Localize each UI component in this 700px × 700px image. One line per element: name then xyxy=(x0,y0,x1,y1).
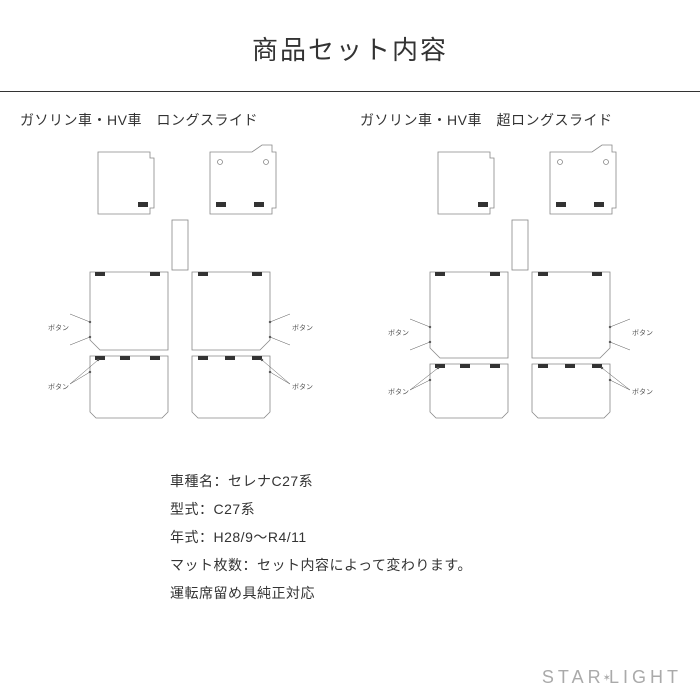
annotation-labels: ボタン ボタン ボタン ボタン xyxy=(48,323,313,391)
variant-label: ガソリン車・HV車 超ロングスライド xyxy=(360,110,680,130)
svg-text:ボタン: ボタン xyxy=(48,382,69,391)
svg-text:ボタン: ボタン xyxy=(292,323,313,332)
spec-row: 年式：H28/9～R4/11 xyxy=(170,523,700,551)
svg-text:ボタン: ボタン xyxy=(388,328,409,337)
spec-row: 車種名：セレナC27系 xyxy=(170,467,700,495)
floor-mat-diagram: ボタン ボタン ボタン ボタン xyxy=(20,142,340,442)
annotation-labels: ボタン ボタン ボタン ボタン xyxy=(388,328,653,396)
variant-extra-long-slide: ガソリン車・HV車 超ロングスライド xyxy=(360,110,680,447)
svg-text:ボタン: ボタン xyxy=(388,387,409,396)
spec-row: 型式：C27系 xyxy=(170,495,700,523)
diagram-row: ガソリン車・HV車 ロングスライド xyxy=(0,92,700,447)
svg-text:ボタン: ボタン xyxy=(292,382,313,391)
variant-label: ガソリン車・HV車 ロングスライド xyxy=(20,110,340,130)
svg-text:ボタン: ボタン xyxy=(632,387,653,396)
page-title: 商品セット内容 xyxy=(0,0,700,91)
spec-list: 車種名：セレナC27系 型式：C27系 年式：H28/9～R4/11 マット枚数… xyxy=(170,467,700,607)
svg-text:ボタン: ボタン xyxy=(48,323,69,332)
floor-mat-diagram: ボタン ボタン ボタン ボタン xyxy=(360,142,680,442)
brand-logo: STAR✶LIGHT xyxy=(542,667,682,688)
svg-text:ボタン: ボタン xyxy=(632,328,653,337)
spec-row: 運転席留め具純正対応 xyxy=(170,579,700,607)
spec-row: マット枚数：セット内容によって変わります。 xyxy=(170,551,700,579)
variant-long-slide: ガソリン車・HV車 ロングスライド xyxy=(20,110,340,447)
